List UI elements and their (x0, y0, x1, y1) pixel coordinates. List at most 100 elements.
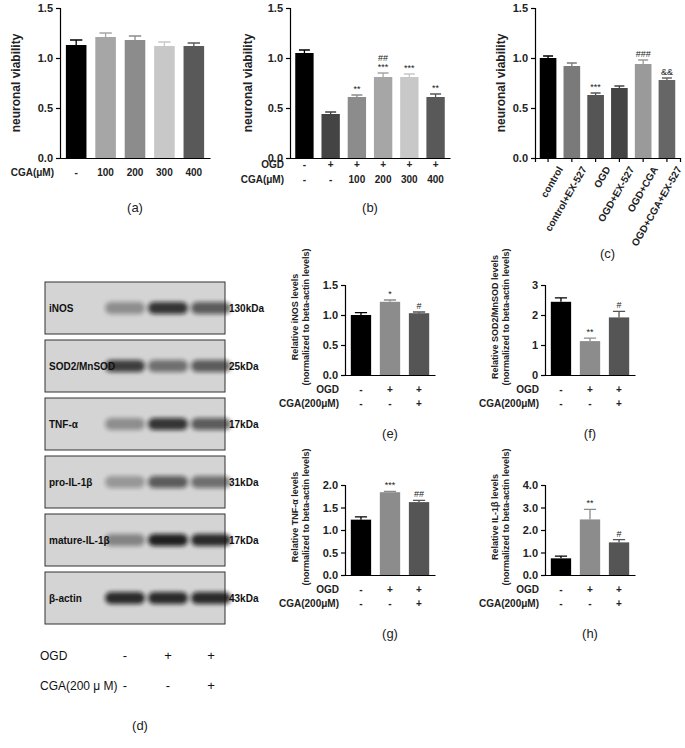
panel-label: (h) (582, 626, 598, 641)
blot-size: 25kDa (229, 361, 259, 372)
y-tick: 1.0 (523, 547, 545, 559)
blot-band (105, 476, 145, 488)
category-label: - (359, 398, 362, 409)
x-axis: controlcontrol+EX-527OGDOGD+EX-527OGD+CG… (536, 158, 685, 248)
y-axis-title: (normalized to beta-actin levels) (301, 248, 311, 385)
y-tick: 1.5 (268, 2, 290, 14)
y-tick-label: 1.5 (323, 279, 338, 291)
y-tick: 1.0 (38, 52, 60, 64)
x-axis (546, 575, 636, 576)
annotation: # (617, 529, 622, 539)
x-tick-label: OGD+CGA+EX-527 (629, 164, 684, 248)
x-tick: OGD+CGA+EX-527 (629, 158, 684, 248)
blot-label: TNF-α (49, 419, 79, 430)
y-tick-label: 1.0 (513, 52, 528, 64)
category-label: 100 (97, 167, 114, 178)
y-tick-mark (56, 108, 60, 109)
panel: 0.00.51.01.5*#OGD-++CGA(200μM)--+Relativ… (279, 248, 436, 441)
category-row-label: OGD (316, 584, 339, 595)
blot-label: pro-IL-1β (49, 477, 92, 488)
y-tick-mark (541, 345, 545, 346)
annotation: ** (353, 84, 361, 94)
bar (580, 519, 600, 575)
y-tick-mark (286, 108, 290, 109)
lane-label: + (164, 648, 172, 663)
bars (351, 491, 429, 575)
category-label: 300 (401, 174, 418, 185)
x-axis-line (546, 575, 636, 576)
y-tick: 2 (532, 309, 545, 321)
y-tick: 2.0 (523, 524, 545, 536)
bars (551, 509, 629, 575)
blot-label: iNOS (49, 303, 74, 314)
x-axis-line (346, 575, 436, 576)
y-tick: 0.5 (268, 102, 290, 114)
error-bar (543, 56, 553, 58)
y-axis-title: Relative TNF-α levels (290, 472, 300, 563)
annotation: *** (378, 62, 389, 72)
panel-label: (c) (600, 246, 615, 261)
y-tick-label: 1.0 (268, 52, 283, 64)
x-axis-line (346, 375, 436, 376)
category-label: - (359, 598, 362, 609)
annotation: ## (414, 489, 424, 499)
y-tick-label: 0.0 (513, 152, 528, 164)
panel-label: (a) (127, 200, 143, 215)
y-axis-title: neuronal viability (241, 33, 255, 132)
error-bar (662, 78, 672, 80)
blot-band (148, 360, 188, 372)
y-axis-line (56, 9, 61, 159)
blot-size: 31kDa (229, 477, 259, 488)
panel-label: (g) (382, 626, 398, 641)
category-label: - (303, 174, 306, 185)
bar (659, 80, 676, 158)
y-tick: 1.0 (268, 52, 290, 64)
y-axis-title: (normalized to beta-actin levels) (301, 448, 311, 585)
category-row-label: CGA(μM) (241, 174, 284, 185)
y-tick: 1.5 (323, 279, 345, 291)
blot-size: 43kDa (229, 593, 259, 604)
bars (295, 50, 445, 158)
panel-label: (d) (132, 718, 148, 733)
y-tick: 0 (532, 369, 545, 381)
category-label: + (416, 398, 422, 409)
blot-size: 130kDa (229, 303, 264, 314)
category-label: - (359, 584, 362, 595)
bar (551, 302, 571, 375)
category-label: - (588, 598, 591, 609)
category-label: + (380, 159, 386, 170)
error-bar (158, 42, 170, 46)
y-tick-mark (541, 315, 545, 316)
error-bar (384, 300, 396, 302)
annotation: # (617, 300, 622, 310)
panel: 0.01.02.03.04.0**#OGD-++CGA(200μM)--+Rel… (479, 448, 636, 641)
category-label: - (388, 598, 391, 609)
blot-band (105, 302, 145, 314)
x-axis-line (61, 158, 211, 159)
category-label: 400 (427, 174, 444, 185)
error-bar (351, 95, 362, 97)
category-label: + (387, 584, 393, 595)
annotation: *** (404, 63, 415, 73)
bars (351, 300, 429, 375)
y-tick-label: 0.5 (38, 102, 53, 114)
y-axis-title: Relative IL-1β levels (490, 474, 500, 560)
y-tick: 1.5 (513, 2, 535, 14)
bar (609, 542, 629, 575)
error-bar (555, 556, 567, 558)
x-tick-label: OGD (592, 165, 613, 190)
category-label: + (328, 159, 334, 170)
y-axis-title: neuronal viability (494, 33, 508, 132)
y-tick-label: 2 (532, 309, 538, 321)
category-row-label: CGA(200μM) (279, 398, 339, 409)
y-axis: 0123 (532, 279, 546, 381)
error-bar (378, 73, 389, 77)
blot-size: 17kDa (229, 535, 259, 546)
annotation: && (661, 67, 673, 77)
blot-label: SOD2/MnSOD (49, 361, 115, 372)
category-label: + (587, 384, 593, 395)
error-bar (413, 312, 425, 313)
figure: 0.00.51.01.5CGA(μM)-100200300400neuronal… (0, 0, 685, 748)
y-tick-mark (341, 485, 345, 486)
y-tick-label: 0.5 (268, 102, 283, 114)
